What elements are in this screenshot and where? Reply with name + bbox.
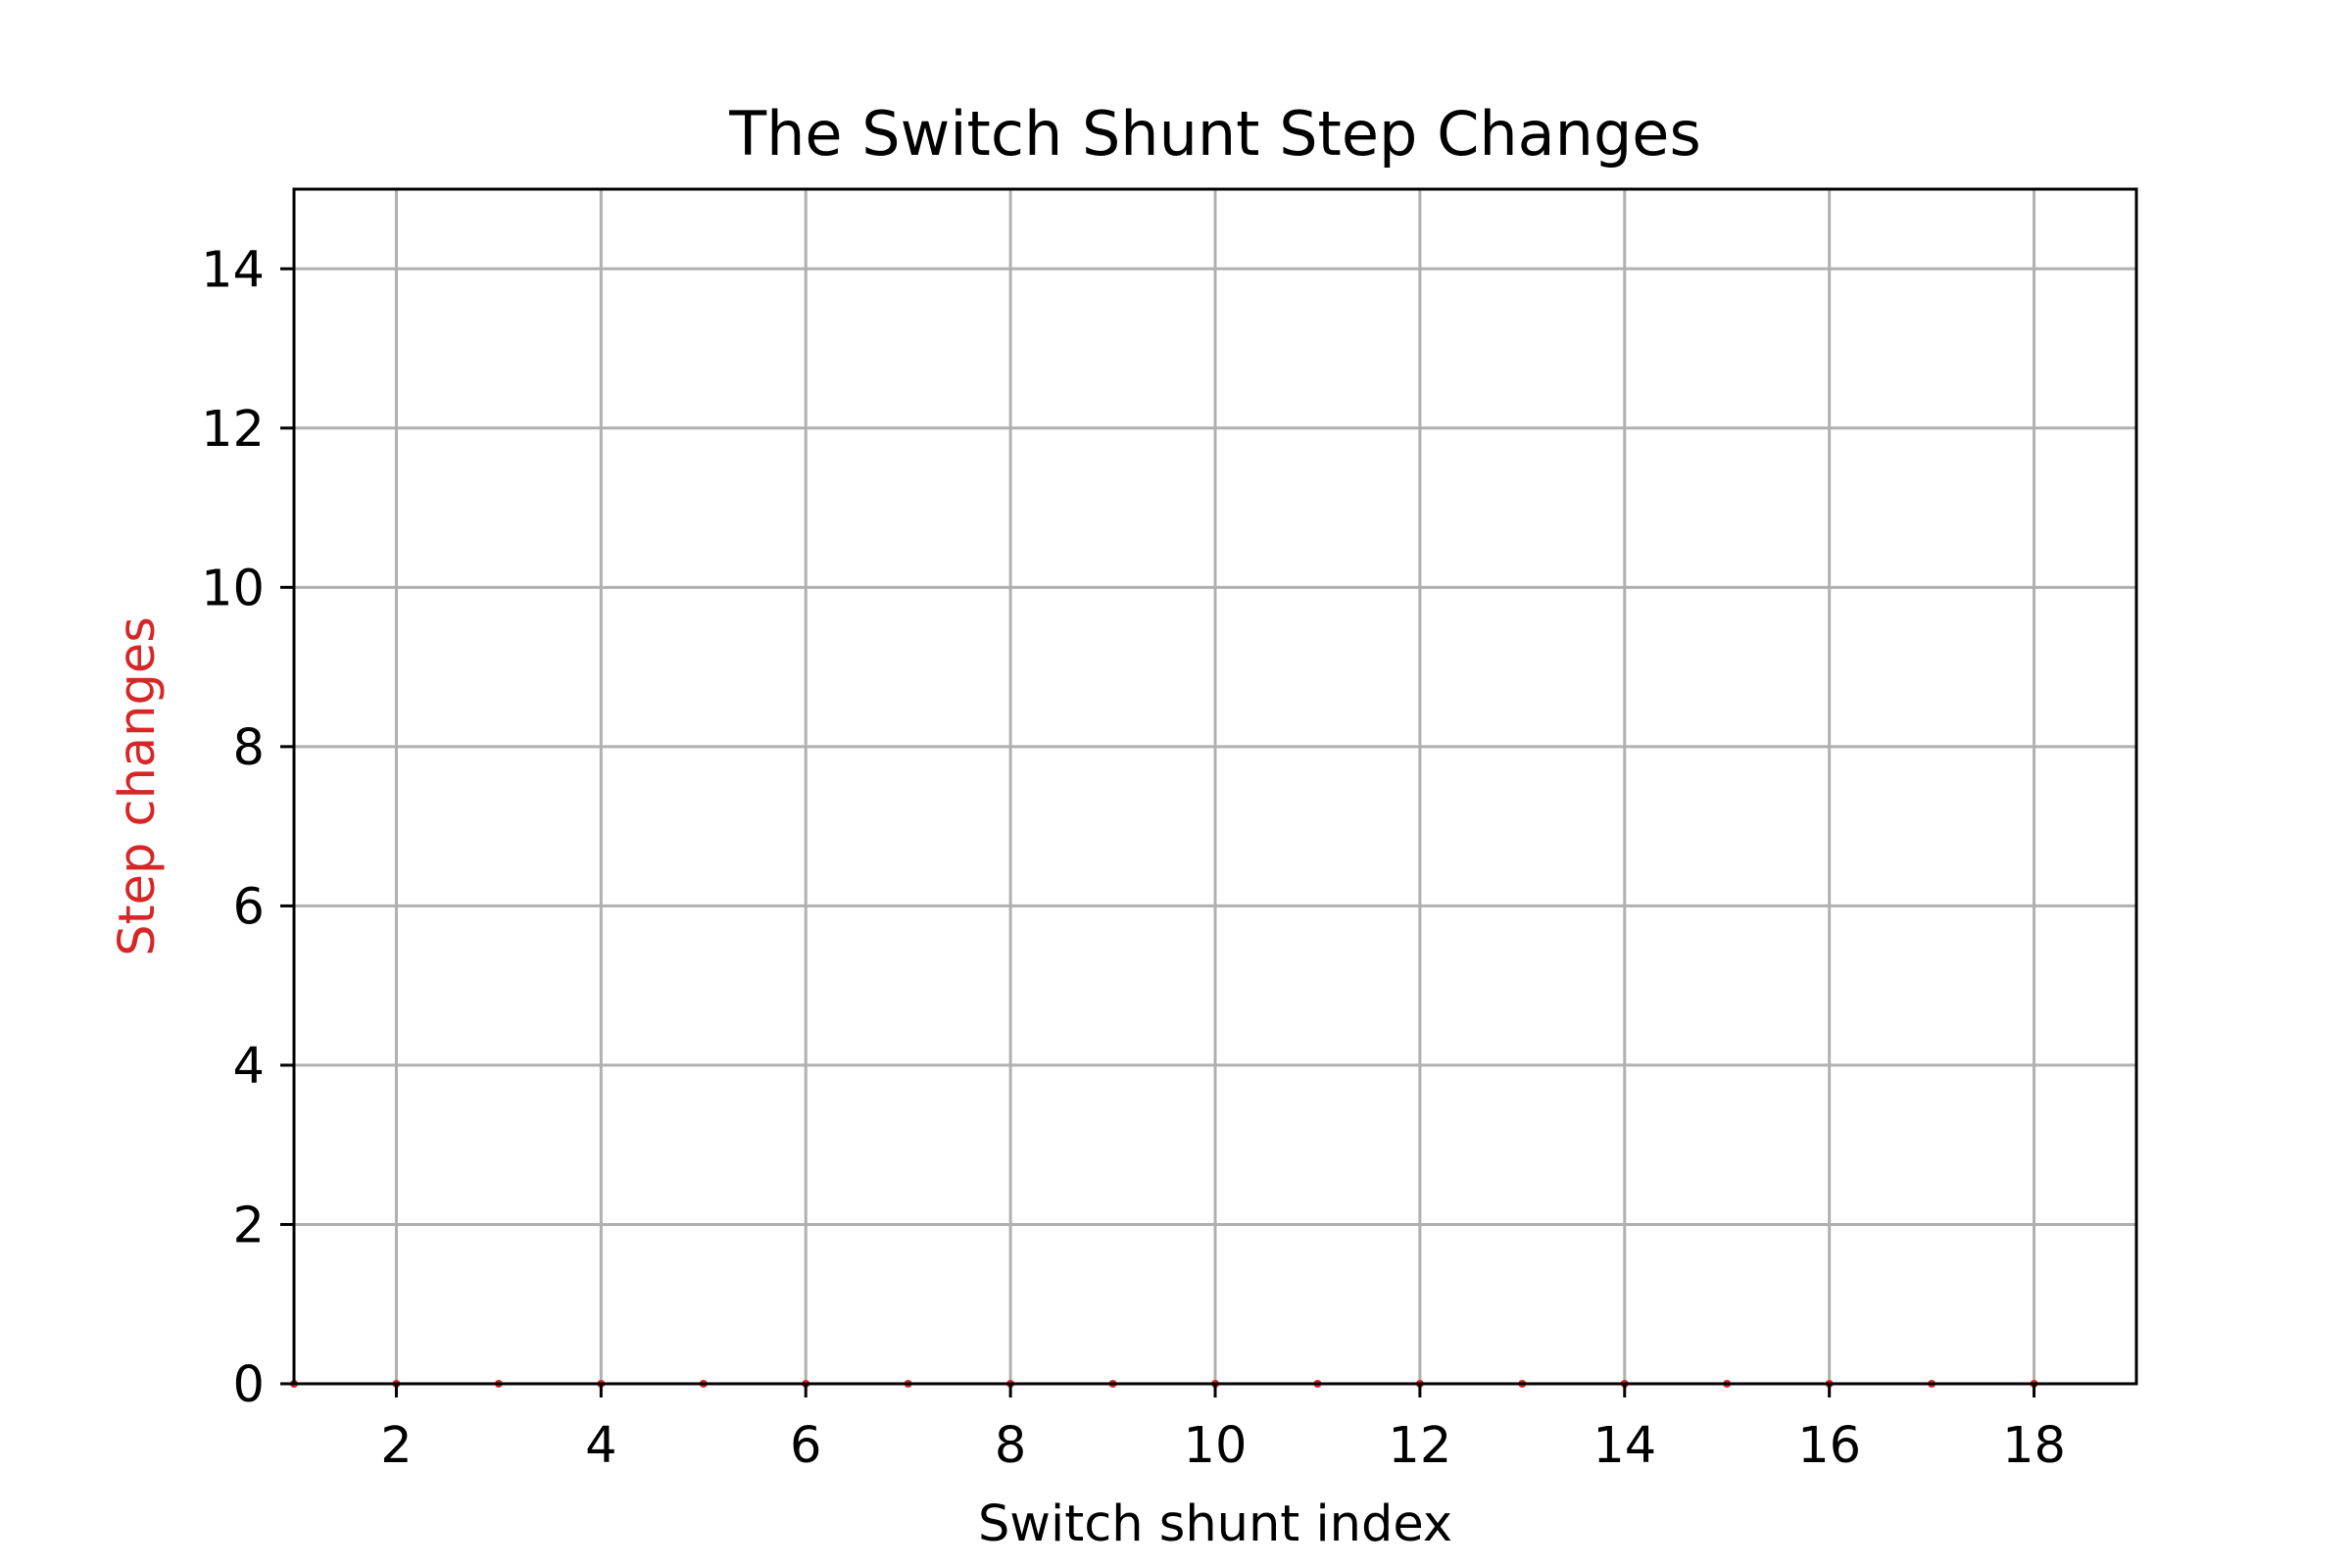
y-axis-label: Step changes (109, 616, 167, 956)
x-tick-label: 6 (790, 1417, 821, 1475)
y-tick-label: 4 (233, 1038, 265, 1096)
y-tick-label: 2 (233, 1197, 265, 1254)
ticks: 2 4 6 8 10 12 14 16 18 0 2 4 6 8 10 12 14 (201, 241, 2066, 1475)
grid (294, 189, 2136, 1386)
x-tick-label: 14 (1592, 1417, 1656, 1475)
x-tick-label: 10 (1184, 1417, 1248, 1475)
x-tick-label: 8 (995, 1417, 1026, 1475)
y-tick-label: 14 (201, 241, 265, 299)
y-tick-label: 12 (201, 401, 265, 459)
x-tick-label: 4 (585, 1417, 616, 1475)
y-tick-label: 8 (233, 719, 265, 777)
chart-title: The Switch Shunt Step Changes (728, 98, 1701, 170)
x-tick-label: 12 (1388, 1417, 1451, 1475)
x-axis-label: Switch shunt index (978, 1495, 1452, 1553)
x-tick-label: 18 (2002, 1417, 2066, 1475)
y-tick-label: 6 (233, 878, 265, 936)
x-tick-label: 16 (1797, 1417, 1861, 1475)
y-tick-label: 10 (201, 560, 265, 617)
x-tick-label: 2 (380, 1417, 412, 1475)
y-tick-label: 0 (233, 1356, 265, 1414)
